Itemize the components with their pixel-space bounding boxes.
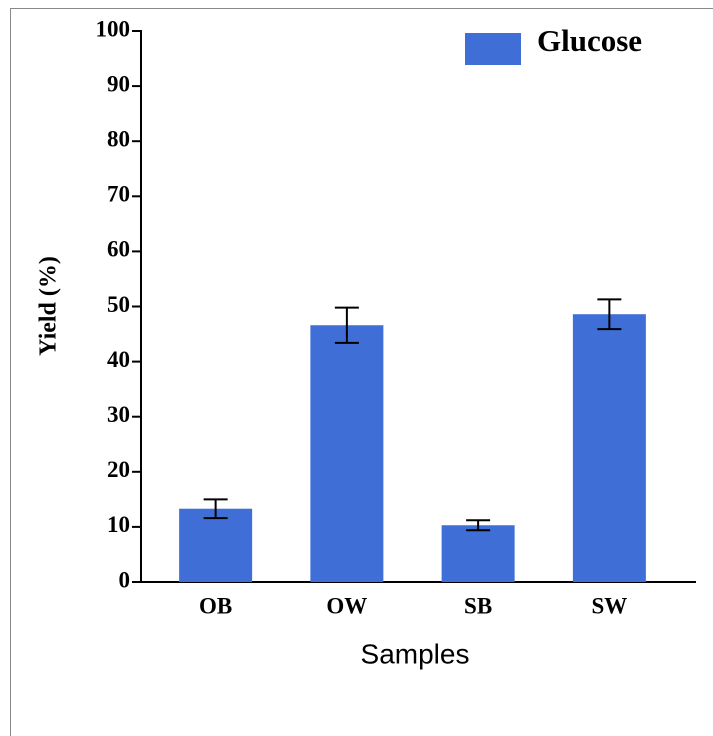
y-tick-label: 70 <box>107 182 130 207</box>
y-tick-label: 100 <box>96 16 131 41</box>
y-tick-label: 50 <box>107 292 130 317</box>
frame <box>10 8 713 736</box>
bar <box>441 525 515 582</box>
x-tick-label: SW <box>591 593 627 618</box>
y-tick-label: 10 <box>107 512 130 537</box>
y-axis-label: Yield (%) <box>36 256 62 356</box>
y-tick-label: 80 <box>107 126 130 151</box>
bar <box>310 325 384 582</box>
x-tick-label: OB <box>199 593 232 618</box>
y-tick-label: 40 <box>107 347 130 372</box>
y-tick-label: 90 <box>107 71 130 96</box>
y-tick-label: 0 <box>119 567 131 592</box>
bar <box>179 508 253 582</box>
y-tick-label: 30 <box>107 402 130 427</box>
error-bar <box>466 519 491 532</box>
y-tick-label: 20 <box>107 457 130 482</box>
bar <box>572 314 646 582</box>
x-tick-label: OW <box>326 593 367 618</box>
legend-swatch <box>465 33 521 65</box>
error-bar <box>334 306 359 344</box>
error-bar <box>597 298 622 331</box>
error-bar <box>203 498 228 520</box>
legend-label: Glucose <box>537 23 642 58</box>
x-tick-label: SB <box>464 593 492 618</box>
y-tick-label: 60 <box>107 237 130 262</box>
x-axis-label: Samples <box>361 638 470 669</box>
